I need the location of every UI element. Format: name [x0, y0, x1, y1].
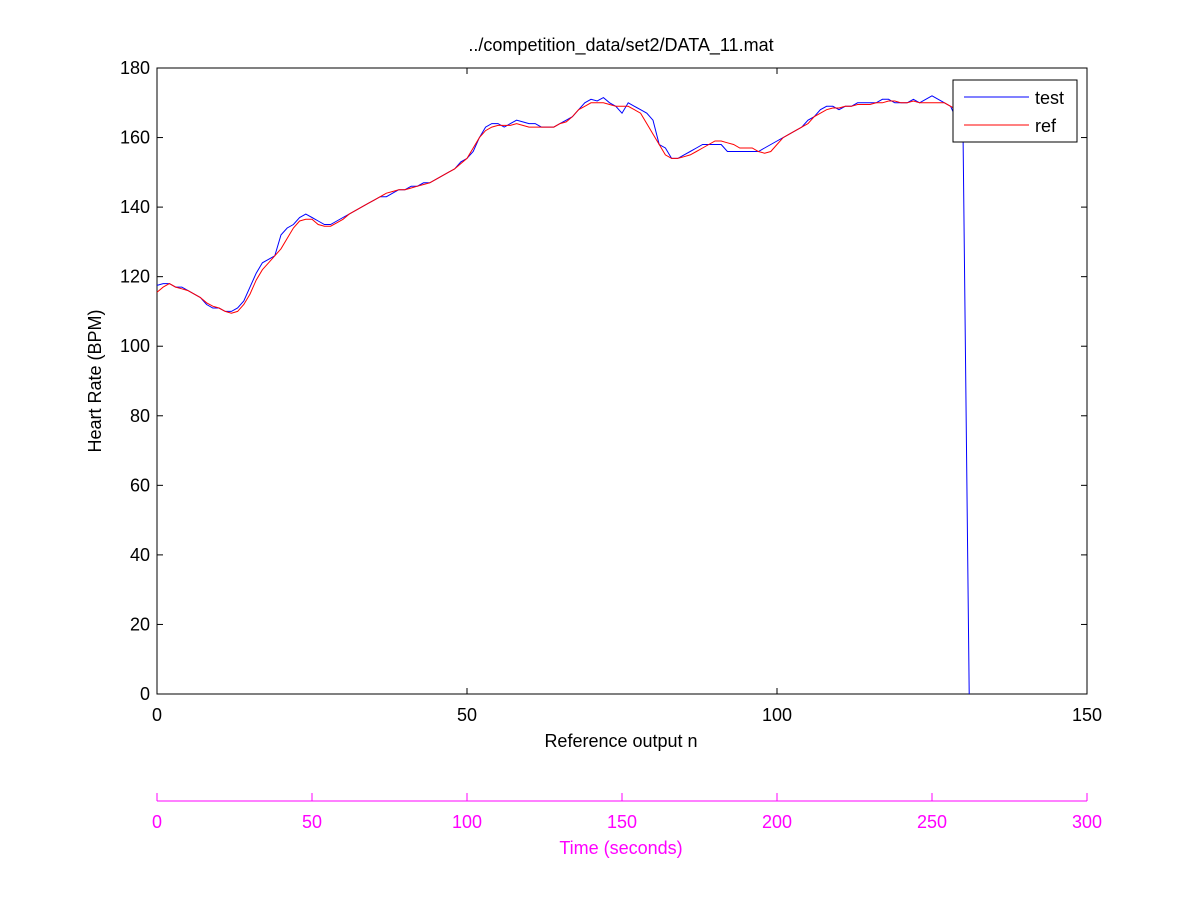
y-tick-label: 140 [120, 197, 150, 217]
y-tick-label: 40 [130, 545, 150, 565]
time-tick-label: 0 [152, 812, 162, 832]
time-tick-label: 300 [1072, 812, 1102, 832]
x-axis-label: Reference output n [544, 731, 697, 751]
time-tick-label: 150 [607, 812, 637, 832]
x-tick-label: 150 [1072, 705, 1102, 725]
y-tick-label: 100 [120, 336, 150, 356]
time-axis-label: Time (seconds) [559, 838, 682, 858]
series-line-test [156, 95, 970, 695]
legend-box [952, 79, 1078, 143]
series-layer [156, 95, 970, 695]
x-tick-label: 50 [457, 705, 477, 725]
y-axis: 0 20 40 60 80 100 120 140 160 180 [120, 58, 1087, 704]
legend[interactable]: test ref [952, 79, 1078, 143]
time-axis: 0 50 100 150 200 250 300 Time (seconds) [152, 793, 1102, 858]
time-tick-label: 50 [302, 812, 322, 832]
y-tick-label: 60 [130, 475, 150, 495]
x-tick-label: 100 [762, 705, 792, 725]
series-line-ref [156, 100, 964, 314]
time-tick-label: 100 [452, 812, 482, 832]
y-tick-label: 0 [140, 684, 150, 704]
time-tick-label: 200 [762, 812, 792, 832]
y-axis-label: Heart Rate (BPM) [85, 309, 105, 452]
y-tick-label: 20 [130, 614, 150, 634]
x-tick-label: 0 [152, 705, 162, 725]
time-axis-ticks: 0 50 100 150 200 250 300 [152, 793, 1102, 832]
y-tick-label: 120 [120, 267, 150, 287]
plot-frame [156, 67, 1088, 695]
legend-test-label: test [1035, 88, 1064, 108]
time-tick-label: 250 [917, 812, 947, 832]
chart-title: ../competition_data/set2/DATA_11.mat [468, 35, 773, 56]
legend-ref-label: ref [1035, 116, 1057, 136]
x-axis: 0 50 100 150 [152, 68, 1102, 725]
plot-area: 0 20 40 60 80 100 120 140 160 180 0 50 100 150 [120, 58, 1102, 725]
y-tick-label: 180 [120, 58, 150, 78]
y-tick-label: 160 [120, 128, 150, 148]
y-tick-label: 80 [130, 406, 150, 426]
